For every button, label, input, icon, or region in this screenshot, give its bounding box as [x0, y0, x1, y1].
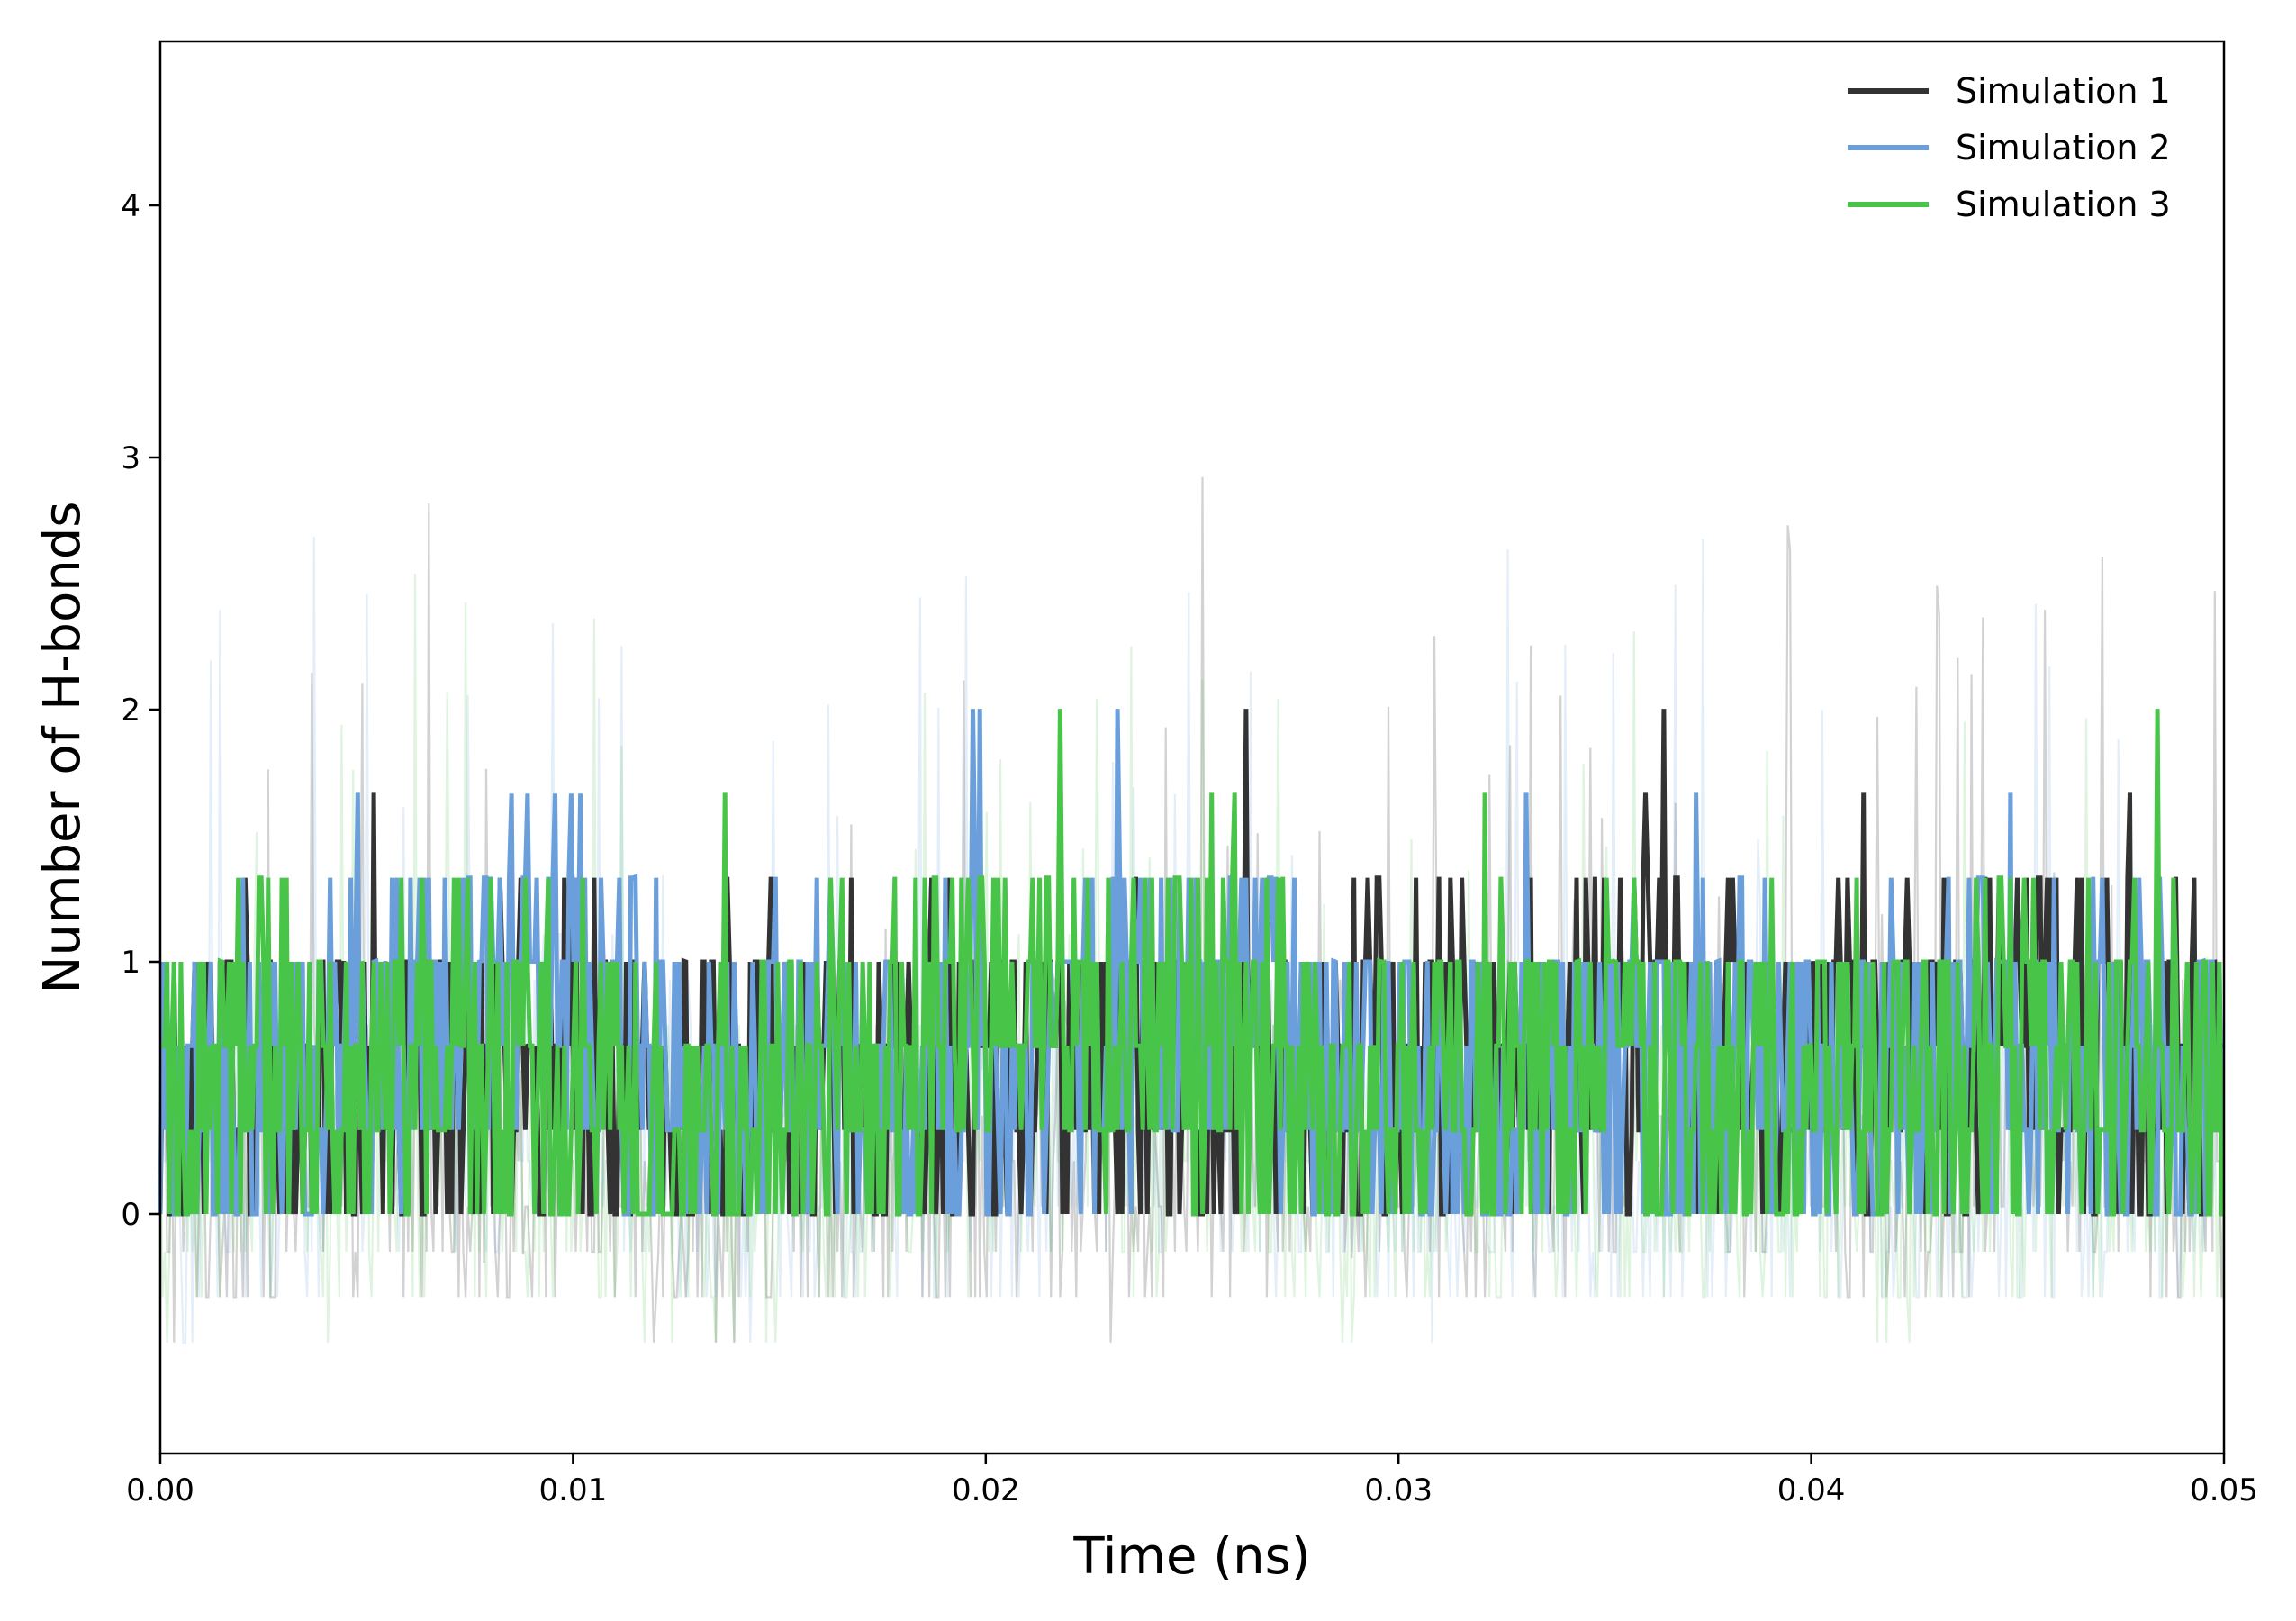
plot-frame [158, 40, 2226, 1455]
y-tick-label-4: 4 [121, 188, 140, 224]
x-tick-label-2: 0.02 [952, 1472, 1020, 1508]
y-tick-label-0: 0 [121, 1197, 140, 1233]
series-layer [158, 709, 2224, 1217]
y-axis: 0 1 2 3 4 [121, 188, 160, 1233]
y-tick-label-2: 2 [121, 693, 140, 729]
legend-label-2: Simulation 2 [1956, 128, 2171, 168]
y-axis-title: Number of H-bonds [33, 502, 92, 994]
line-series-3 [160, 709, 2224, 1217]
x-tick-label-4: 0.04 [1777, 1472, 1846, 1508]
x-axis-title: Time (ns) [1072, 1527, 1310, 1586]
x-tick-label-0: 0.00 [126, 1472, 194, 1508]
y-tick-label-1: 1 [121, 945, 140, 981]
x-axis: 0.00 0.01 0.02 0.03 0.04 0.05 [126, 1453, 2258, 1508]
y-tick-label-3: 3 [121, 440, 140, 476]
legend: Simulation 1 Simulation 2 Simulation 3 [1828, 63, 2210, 234]
x-tick-label-1: 0.01 [539, 1472, 608, 1508]
x-tick-label-3: 0.03 [1364, 1472, 1433, 1508]
legend-label-1: Simulation 1 [1956, 71, 2171, 111]
legend-label-3: Simulation 3 [1956, 185, 2171, 224]
x-tick-label-5: 0.05 [2190, 1472, 2258, 1508]
